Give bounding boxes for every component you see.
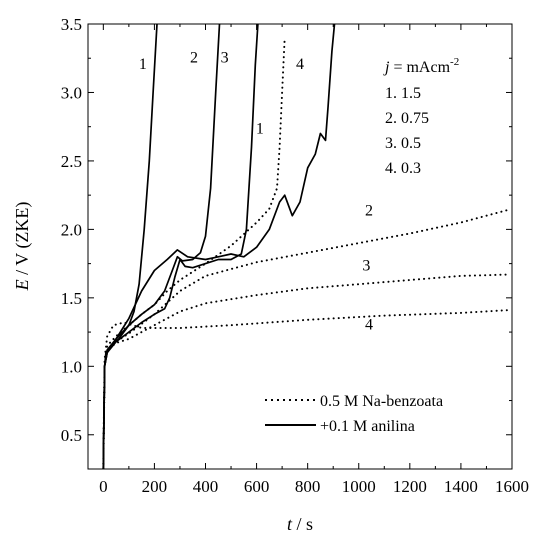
x-tick-label: 1600 [495,477,529,496]
curve-label: 3 [362,257,370,274]
x-tick-label: 0 [99,477,108,496]
x-tick-label: 200 [142,477,168,496]
x-tick-label: 600 [244,477,270,496]
x-tick-label: 1000 [342,477,376,496]
curve-label: 1 [256,121,264,138]
axis-ticks: 0 200 400 600 800 1000 1200 1400 1600 0.5 1.0 1.5 2.… [61,15,529,496]
series-benzoate-3 [102,273,508,469]
curve-label: 4 [296,56,304,73]
plot-frame [87,23,513,470]
curve-annotations: 1 2 3 4 1 2 3 4 [139,49,373,333]
curve-label: 2 [190,49,198,66]
y-axis-title: E / V (ZKE) [12,202,33,292]
series-benzoate-1 [102,36,286,469]
curve-label: 2 [365,203,373,220]
y-tick-label: 3.0 [61,83,82,102]
y-tick-label: 2.5 [61,152,82,171]
current-density-item-1: 1. 1.5 [385,85,421,102]
series-benzoate-4 [102,309,508,469]
series-aniline-1 [102,24,158,469]
series-aniline-4 [102,24,336,469]
current-density-header: j = mAcm-2 [383,56,459,76]
x-tick-label: 1200 [393,477,427,496]
series-aniline-3 [102,24,259,469]
current-density-item-2: 2. 0.75 [385,110,429,127]
x-tick-label: 800 [295,477,321,496]
curve-label: 3 [221,49,229,66]
legend-label-aniline: +0.1 M anilina [320,418,415,435]
y-tick-label: 0.5 [61,426,82,445]
y-tick-label: 2.0 [61,220,82,239]
current-density-item-3: 3. 0.5 [385,135,421,152]
legend: 0.5 M Na-benzoata +0.1 M anilina [265,393,443,435]
current-density-legend: j = mAcm-2 1. 1.5 2. 0.75 3. 0.5 4. 0.3 [383,56,459,177]
x-tick-label: 400 [193,477,219,496]
x-tick-label: 1400 [444,477,478,496]
y-tick-label: 1.0 [61,357,82,376]
series-aniline-2 [102,24,221,469]
legend-label-benzoate: 0.5 M Na-benzoata [320,393,443,410]
curve-label: 1 [139,56,147,73]
current-density-item-4: 4. 0.3 [385,160,421,177]
curve-label: 4 [365,316,373,333]
y-tick-label: 1.5 [61,289,82,308]
series-benzoate-2 [102,209,508,469]
y-tick-label: 3.5 [61,15,82,34]
x-axis-title: t / s [287,514,313,534]
series-layer [102,24,508,469]
